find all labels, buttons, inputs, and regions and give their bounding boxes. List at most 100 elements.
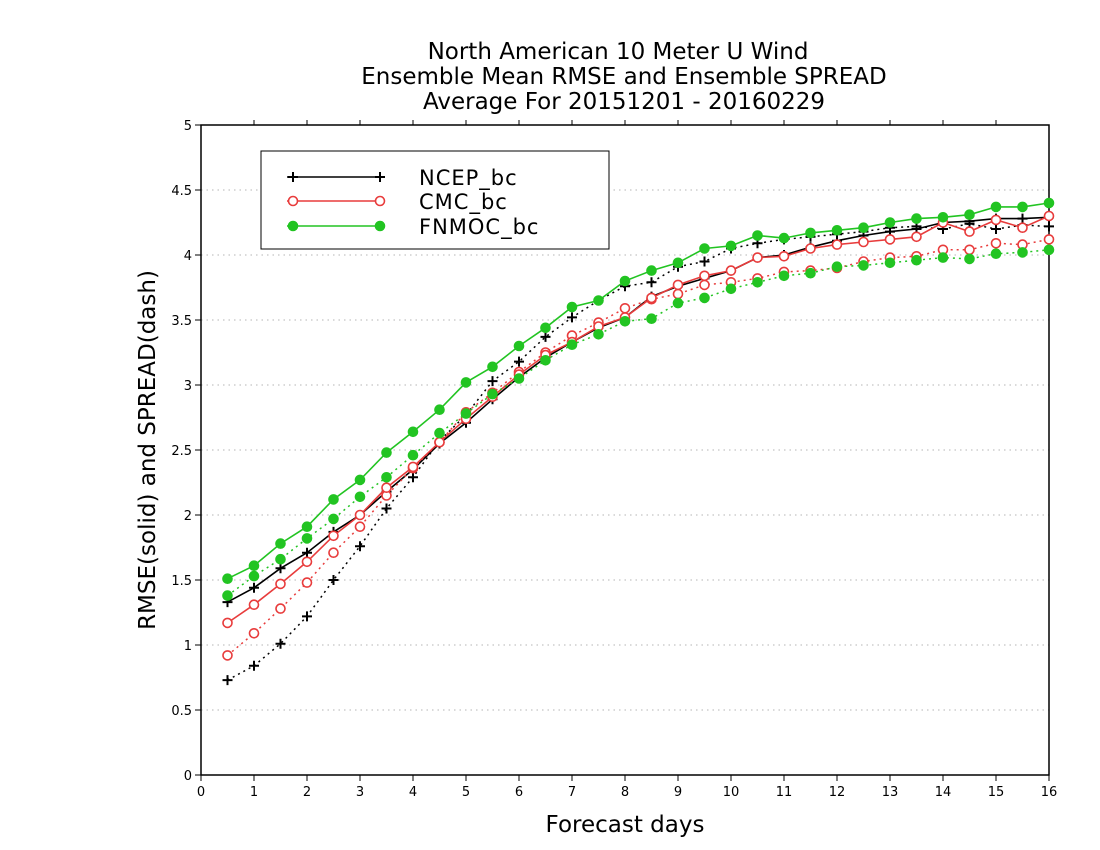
data-point xyxy=(566,301,578,313)
x-tick-label: 14 xyxy=(935,785,952,800)
data-point xyxy=(540,331,551,342)
data-point xyxy=(858,222,869,233)
data-point xyxy=(354,474,366,486)
data-point xyxy=(460,377,472,388)
data-point xyxy=(1017,201,1028,213)
spread-line-cmc-bc xyxy=(227,238,1050,656)
data-point xyxy=(354,509,366,521)
data-point xyxy=(1017,222,1028,233)
data-point xyxy=(328,513,339,525)
data-point xyxy=(434,404,445,416)
data-point xyxy=(249,582,259,593)
x-tick-label: 3 xyxy=(356,785,364,800)
title-line-2: Ensemble Mean RMSE and Ensemble SPREAD xyxy=(361,64,886,90)
data-point xyxy=(725,283,737,295)
data-point xyxy=(1044,221,1054,232)
data-point xyxy=(301,577,313,588)
data-point xyxy=(911,254,922,266)
data-point xyxy=(354,491,366,503)
data-point xyxy=(513,373,525,384)
data-point xyxy=(301,533,313,544)
data-point xyxy=(619,302,631,314)
x-tick-label: 4 xyxy=(409,785,417,800)
data-point xyxy=(381,482,392,494)
data-point xyxy=(990,201,1002,213)
y-tick-label: 0.5 xyxy=(171,704,192,719)
x-tick-label: 0 xyxy=(197,785,205,800)
data-point xyxy=(778,232,790,244)
title-line-1: North American 10 Meter U Wind xyxy=(428,39,809,65)
data-point xyxy=(672,288,684,300)
data-point xyxy=(884,217,896,228)
data-point xyxy=(699,270,710,282)
data-point xyxy=(964,209,975,220)
data-point xyxy=(646,292,657,304)
data-point xyxy=(301,521,313,533)
data-point xyxy=(884,234,896,245)
y-tick-label: 3 xyxy=(184,379,192,394)
data-point xyxy=(374,195,386,207)
data-point xyxy=(275,553,286,565)
data-point xyxy=(248,570,260,582)
data-point xyxy=(567,312,577,323)
data-point xyxy=(407,449,419,461)
data-point xyxy=(831,261,843,273)
data-point xyxy=(752,252,763,263)
data-point xyxy=(275,563,286,574)
data-point xyxy=(566,339,578,351)
data-point xyxy=(1043,210,1055,222)
data-point xyxy=(725,265,737,276)
y-axis-title: RMSE(solid) and SPREAD(dash) xyxy=(135,270,161,630)
legend-item-fnmoc-bc: FNMOC_bc xyxy=(287,215,538,240)
data-point xyxy=(858,260,869,271)
data-point xyxy=(434,427,445,439)
x-axis-title: Forecast days xyxy=(546,812,705,838)
y-tick-label: 3.5 xyxy=(171,314,192,329)
data-point xyxy=(248,627,260,639)
data-point xyxy=(328,530,339,542)
x-tick-label: 10 xyxy=(723,785,740,800)
data-point xyxy=(1043,234,1055,245)
y-tick-label: 2.5 xyxy=(171,444,192,459)
data-point xyxy=(752,230,763,241)
data-point xyxy=(275,603,286,614)
data-point xyxy=(407,426,419,438)
data-point xyxy=(990,214,1002,226)
data-point xyxy=(301,556,313,568)
data-point xyxy=(964,244,975,256)
data-point xyxy=(646,313,657,325)
data-point xyxy=(990,238,1002,249)
data-point xyxy=(1017,213,1028,224)
x-tick-label: 12 xyxy=(829,785,846,800)
data-point xyxy=(990,248,1002,259)
data-point xyxy=(672,297,684,309)
data-point xyxy=(487,388,498,400)
data-point xyxy=(725,240,737,252)
data-point xyxy=(222,573,233,585)
data-point xyxy=(593,295,604,306)
axis-ticks: 00.511.522.533.544.550 1 2 3 4 5 6 7 8 9 10 11 12 13 1… xyxy=(171,119,1057,800)
data-point xyxy=(375,172,385,182)
data-point xyxy=(248,560,260,572)
y-tick-label: 5 xyxy=(184,119,192,134)
data-point xyxy=(699,292,710,304)
y-tick-label: 1.5 xyxy=(171,574,192,589)
data-point xyxy=(805,227,816,239)
data-point xyxy=(805,243,816,254)
data-point xyxy=(752,277,763,288)
spread-line-fnmoc-bc xyxy=(227,249,1050,597)
data-point xyxy=(381,472,392,483)
data-point xyxy=(858,236,869,248)
data-point xyxy=(672,279,684,291)
data-point xyxy=(964,226,975,237)
data-point xyxy=(222,590,233,601)
data-point xyxy=(374,220,386,232)
data-point xyxy=(540,355,551,366)
series-fnmoc-bc xyxy=(222,197,1055,601)
data-point xyxy=(1043,197,1055,209)
data-point xyxy=(222,675,233,686)
data-point xyxy=(964,253,975,265)
data-point xyxy=(288,172,298,182)
